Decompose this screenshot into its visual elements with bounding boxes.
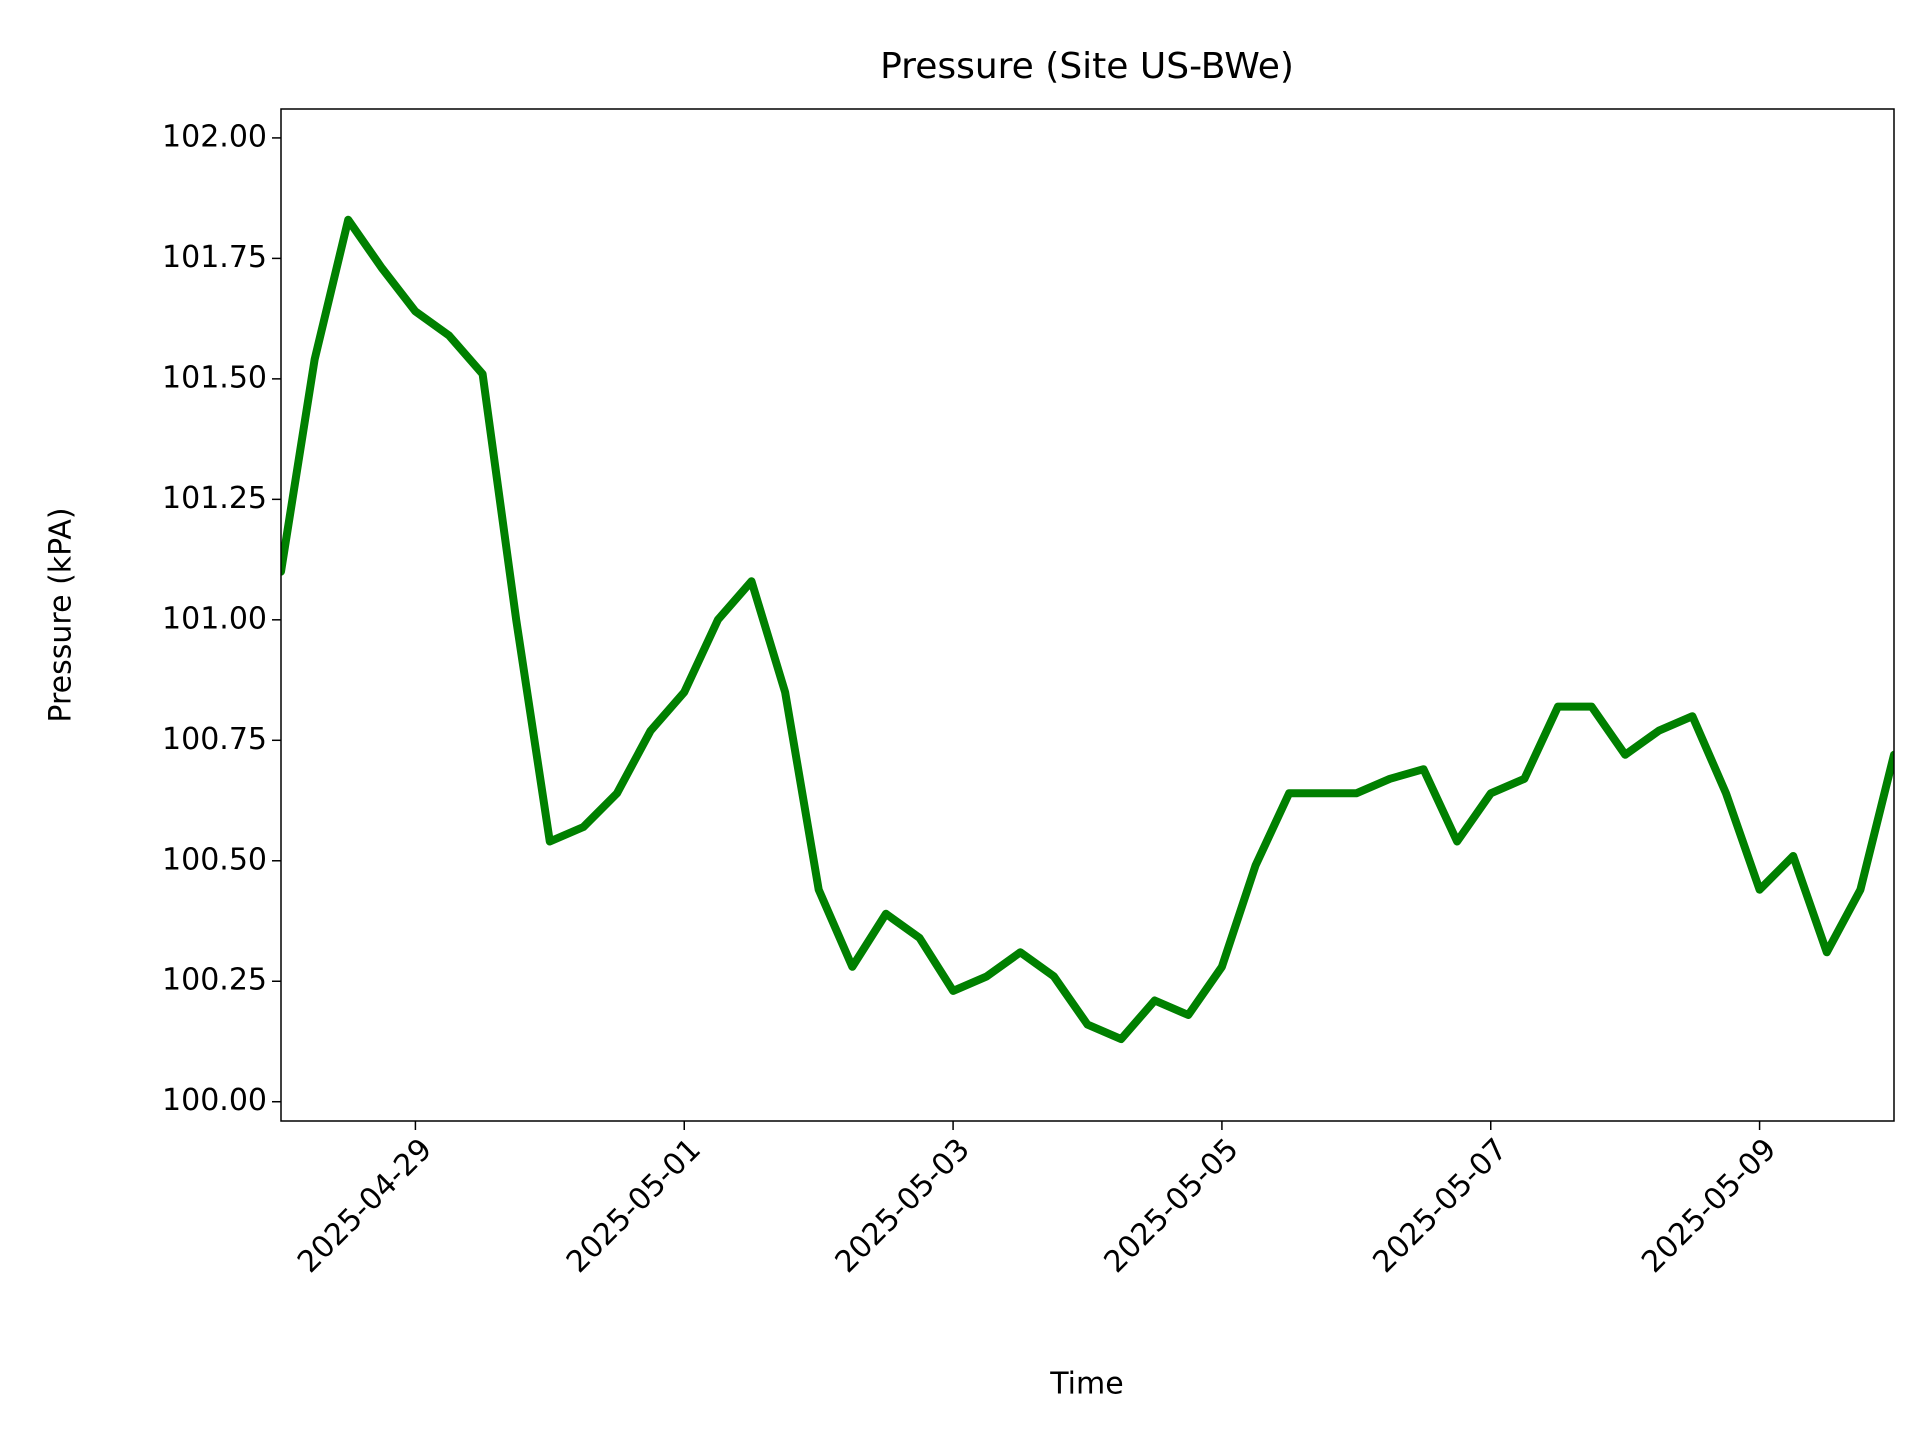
x-tick-label: 2025-05-07 [1366,1132,1514,1280]
x-tick-label: 2025-05-03 [829,1132,977,1280]
plot-frame [280,108,1895,1122]
y-tick-label: 101.25 [162,481,267,516]
data-line [281,215,1894,1044]
x-tick-label: 2025-05-05 [1098,1132,1246,1280]
x-tick-label: 2025-05-09 [1635,1132,1783,1280]
x-axis-label: Time [1049,1367,1123,1402]
chart-title: Pressure (Site US-BWe) [880,46,1294,87]
y-tick-label: 100.75 [162,722,267,757]
y-axis-label: Pressure (kPA) [44,507,79,722]
y-tick-label: 101.75 [162,240,267,275]
y-tick-label: 101.50 [162,360,267,395]
y-tick-label: 100.25 [162,963,267,998]
y-tick-label: 100.50 [162,842,267,877]
y-tick-label: 101.00 [162,601,267,636]
y-tick-label: 100.00 [162,1083,267,1118]
x-tick-label: 2025-05-01 [560,1132,708,1280]
y-tick-label: 102.00 [162,119,267,154]
x-tick-label: 2025-04-29 [291,1132,439,1280]
